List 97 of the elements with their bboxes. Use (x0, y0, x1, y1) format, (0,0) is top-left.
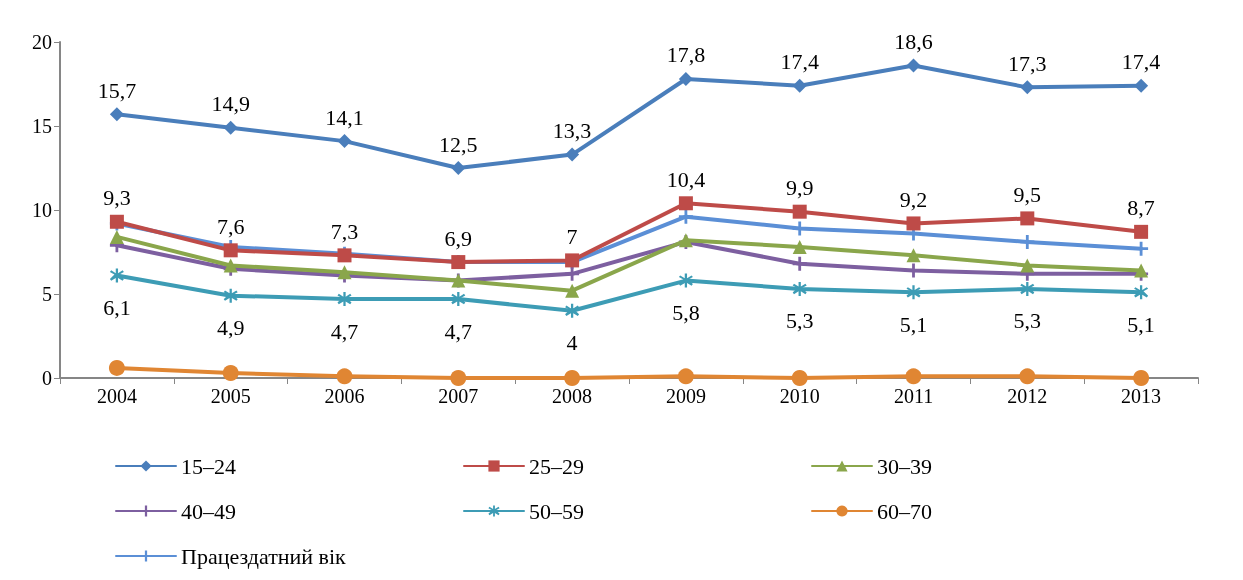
point (1133, 370, 1150, 386)
data-label: 13,3 (552, 118, 592, 144)
data-label: 12,5 (439, 131, 478, 157)
point (792, 78, 807, 93)
point (223, 288, 238, 303)
point (223, 120, 238, 135)
data-label: 9,3 (103, 185, 131, 211)
data-label: 4 (566, 330, 578, 356)
legend-label: 25–29 (529, 453, 584, 479)
point (1020, 258, 1035, 273)
point (450, 370, 467, 386)
y-tick-label: 5 (42, 283, 52, 305)
legend-label: 40–49 (181, 498, 236, 524)
x-tick-label: 2004 (96, 385, 137, 407)
point (222, 364, 239, 381)
x-tick-label: 2012 (1007, 385, 1048, 407)
data-label: 4,7 (444, 318, 473, 344)
point (109, 107, 124, 122)
y-tick-label: 20 (32, 31, 52, 53)
legend-label: 60–70 (877, 498, 932, 524)
point (565, 147, 580, 162)
point (678, 273, 693, 288)
point (223, 243, 238, 258)
data-label: 7 (566, 223, 578, 249)
data-label: 6,9 (444, 225, 473, 251)
point (678, 196, 693, 211)
point (792, 239, 807, 254)
point (337, 292, 352, 307)
y-tick-label: 15 (32, 115, 52, 137)
point (906, 248, 921, 263)
point (792, 256, 807, 271)
x-tick-label: 2006 (324, 385, 365, 407)
data-label: 17,8 (666, 42, 706, 68)
x-tick-label: 2005 (210, 385, 251, 407)
point (1019, 368, 1036, 385)
point (1020, 211, 1035, 226)
point (678, 71, 693, 86)
point (451, 292, 466, 307)
data-label: 4,7 (330, 318, 359, 344)
x-tick-label: 2011 (893, 385, 934, 407)
point (564, 370, 581, 386)
data-label: 5,1 (899, 311, 928, 337)
legend-label: 50–59 (529, 498, 584, 524)
point (565, 283, 580, 298)
point (336, 368, 353, 385)
point (678, 209, 693, 224)
data-label: 4,9 (216, 315, 245, 341)
data-label: 17,3 (1008, 50, 1047, 76)
data-label: 7,6 (216, 213, 245, 239)
data-label: 10,4 (666, 166, 706, 192)
point (905, 368, 922, 385)
data-label: 17,4 (1121, 49, 1161, 75)
x-tick-label: 2013 (1121, 385, 1162, 407)
data-label: 7,3 (330, 218, 359, 244)
point (1134, 285, 1149, 300)
data-label: 6,1 (103, 295, 131, 321)
point (337, 134, 352, 149)
data-label: 5,8 (672, 300, 700, 326)
point (1134, 78, 1149, 93)
point (792, 204, 807, 219)
legend-label: 30–39 (877, 453, 932, 479)
data-label: 17,4 (780, 49, 819, 75)
data-label: 9,9 (785, 175, 814, 201)
point (906, 285, 921, 300)
x-tick-label: 2007 (438, 385, 479, 407)
point (906, 216, 921, 231)
point (791, 370, 808, 386)
data-label: 9,2 (899, 186, 928, 212)
point (1020, 80, 1035, 95)
point (792, 281, 807, 296)
point (1020, 234, 1035, 249)
point (108, 359, 125, 376)
point (565, 266, 580, 281)
data-label: 5,3 (785, 308, 814, 334)
data-label: 9,5 (1013, 181, 1042, 207)
legend-label: 15–24 (181, 453, 236, 479)
y-tick-label: 0 (42, 367, 52, 389)
point (565, 303, 580, 318)
data-label: 5,1 (1127, 311, 1155, 337)
point (1020, 281, 1035, 296)
data-label: 15,7 (97, 77, 137, 103)
data-label: 8,7 (1127, 195, 1155, 221)
point (109, 229, 124, 244)
x-tick-label: 2009 (665, 385, 706, 407)
point (451, 161, 466, 175)
legend-label: Працездатний вік (181, 543, 347, 569)
data-label: 18,6 (894, 29, 933, 55)
point (1134, 224, 1149, 239)
y-tick-label: 10 (32, 199, 52, 221)
point (906, 58, 921, 73)
x-tick-label: 2010 (779, 385, 820, 407)
point (677, 368, 694, 385)
x-tick-label: 2008 (552, 385, 593, 407)
data-label: 5,3 (1013, 308, 1042, 334)
data-label: 14,9 (211, 91, 250, 117)
point (109, 268, 124, 283)
data-label: 14,1 (325, 104, 364, 130)
